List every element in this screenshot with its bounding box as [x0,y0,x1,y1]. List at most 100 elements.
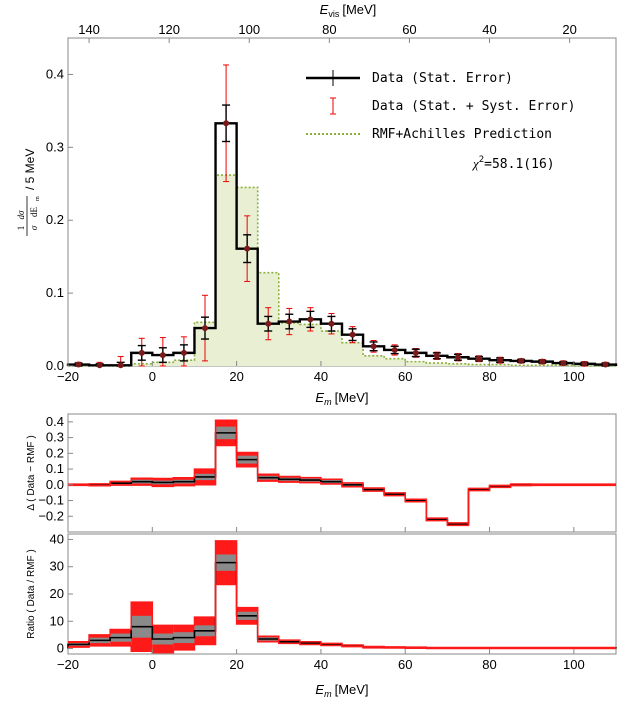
data-point [412,349,419,356]
data-point [328,320,335,327]
data-point [159,352,166,359]
main-y-axis-label: 1 dσ σ dE m / 5 MeV [16,149,41,236]
data-histogram [66,122,618,367]
error-bar-group [74,64,610,369]
data-point [497,357,504,364]
data-point [117,362,124,369]
prediction-fill-group [68,175,616,366]
main-x-axis-label: Em [MeV] [315,390,368,407]
data-point [433,352,440,359]
syst-envelope-upper [68,540,616,649]
x-tick-label: 80 [482,657,496,672]
data-point [96,362,103,369]
data-point [223,120,230,127]
data-point [476,355,482,362]
top-tick-label: 120 [158,22,180,37]
data-point [518,357,525,364]
top-tick-label: 60 [402,22,416,37]
x-tick-label: 0 [149,369,156,384]
ratio-x-axis-label: Em [MeV] [315,682,368,699]
diff-plot-frame [67,413,617,533]
y-tick-label: 0.4 [46,414,64,429]
syst-envelope-upper [68,419,616,524]
x-tick-label: 20 [229,369,243,384]
diff-y-axis-label: Δ ( Data − RMF ) [26,435,37,510]
svg-text:1: 1 [16,226,26,231]
data-point [180,349,187,356]
data-point [138,349,145,356]
x-tick-label: −20 [57,369,79,384]
ratio-y-ticks: 0 10 20 30 40 [50,531,73,656]
x-tick-label: 100 [563,369,585,384]
data-point [602,361,609,368]
top-tick-label: 140 [78,22,100,37]
main-y-ticks: 0.0 0.1 0.2 0.3 0.4 [46,66,73,373]
svg-text:σ: σ [29,225,39,230]
ratio-x-ticks: −20 0 20 40 60 80 100 [57,649,585,672]
legend-data-stat: Data (Stat. Error) [372,71,513,86]
diff-y-ticks: 0.40.30.20.10.0−0.1−0.2 [38,414,73,523]
y-tick-label: 0.0 [46,477,64,492]
data-histogram-group [66,122,618,367]
x-tick-label: 40 [314,369,328,384]
svg-text:m: m [35,196,41,201]
top-tick-label: 100 [238,22,260,37]
y-tick-label: 0.3 [46,430,64,445]
main-plot-frame [67,37,617,367]
diff-x-ticks [67,527,575,532]
y-tick-label: 20 [50,586,64,601]
data-point [581,360,588,367]
data-point [349,331,356,338]
main-top-ticks: 140 120 100 80 60 40 20 [78,22,577,43]
svg-text:dσ: dσ [16,210,26,220]
data-point [454,354,461,361]
data-point [286,318,293,325]
chi-squared-label: χ2=58.1(16) [471,155,555,172]
x-tick-label: 0 [149,657,156,672]
x-tick-label: −20 [57,657,79,672]
prediction-line [68,174,616,367]
prediction-fill [68,175,616,366]
y-tick-label: 0.1 [46,461,64,476]
data-point [75,361,82,368]
x-tick-label: 80 [482,369,496,384]
y-tick-label: 0.4 [46,66,64,81]
x-tick-label: 40 [314,657,328,672]
top-tick-label: 20 [562,22,576,37]
y-tick-label: 0.0 [46,358,64,373]
x-tick-label: 60 [398,369,412,384]
legend-prediction: RMF+Achilles Prediction [372,127,552,142]
main-panel: −20 0 20 40 60 80 100 0.00.10.20.30.4 140 120 10… [16,2,618,407]
top-tick-label: 40 [482,22,496,37]
y-tick-label: 0.2 [46,445,64,460]
data-point [202,325,208,332]
ratio-band-group [68,540,616,653]
y-tick-label: −0.1 [38,493,64,508]
svg-text:/ 5 MeV: / 5 MeV [23,149,37,190]
y-tick-label: 30 [50,559,64,574]
prediction-line-group [68,174,616,367]
y-tick-label: 40 [50,531,64,546]
top-axis-label: Evis [MeV] [320,2,377,19]
data-point [244,245,251,252]
data-point [265,320,272,327]
y-tick-label: 0 [57,641,64,656]
legend: Data (Stat. Error) Data (Stat. + Syst. E… [306,70,576,172]
data-point [539,358,546,365]
data-point [391,346,398,353]
diff-band-group [68,420,616,526]
top-tick-label: 80 [322,22,336,37]
y-tick-label: 0.1 [46,285,64,300]
x-tick-label: 20 [229,657,243,672]
data-point [370,343,377,350]
svg-text:dE: dE [29,207,39,218]
y-tick-label: −0.2 [38,508,64,523]
data-point [560,360,567,367]
y-tick-label: 10 [50,613,64,628]
legend-data-syst: Data (Stat. + Syst. Error) [372,99,576,114]
ratio-y-axis-label: Ratio ( Data / RMF ) [26,549,37,638]
data-point [307,316,314,323]
syst-envelope-lower [68,444,616,527]
